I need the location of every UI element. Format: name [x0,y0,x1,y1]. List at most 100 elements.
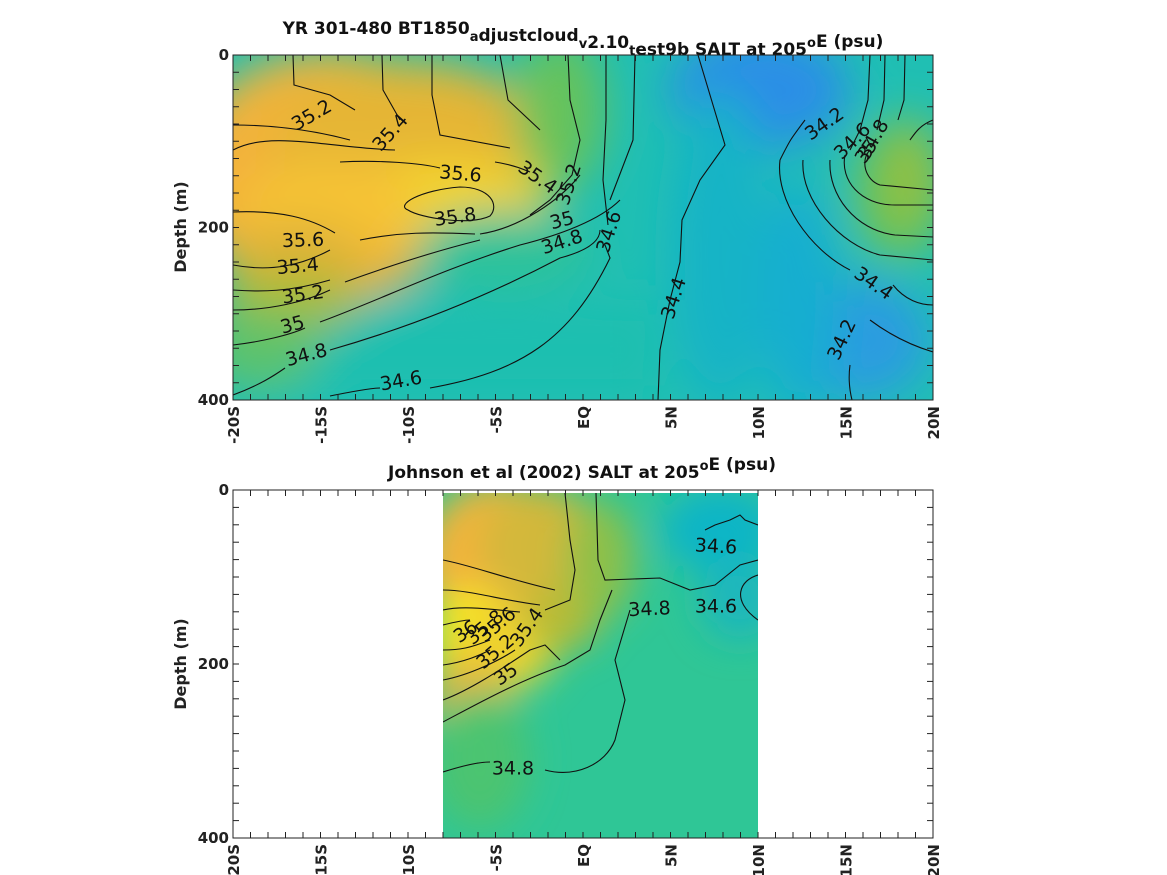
contour-line [429,244,611,389]
contour-line [329,229,601,351]
contour-line [704,514,758,531]
contour-line [443,607,521,613]
model-contour-lines [233,55,933,400]
contour-line [443,649,516,681]
contour-line [779,119,806,161]
contour-line [443,589,541,606]
contour-line [602,55,609,226]
contour-line [544,609,631,773]
contour-line [233,211,336,234]
x-tick-label: 10N [750,844,768,875]
model-y-axis-label: Depth (m) [171,181,190,273]
observed-contour-lines [443,493,758,773]
y-tick-label: 0 [219,481,229,499]
contour-line [233,124,351,141]
contour-line [869,319,933,353]
x-tick-label: -10S [400,844,418,875]
contour-label: 34.8 [628,597,671,621]
contour-line [657,55,726,400]
contour-line [595,493,758,591]
y-tick-label: 400 [198,391,229,409]
y-tick-label: 200 [198,655,229,673]
contour-line [479,174,581,235]
contour-line [233,249,331,269]
contour-label: 34.8 [492,757,534,779]
x-tick-label: 5N [663,844,681,867]
x-tick-label: 20N [925,406,943,439]
contour-line [864,149,933,191]
observed-chart-title: Johnson et al (2002) SALT at 205oE (psu) [387,455,776,483]
contour-label: 35.4 [276,254,320,280]
observed-salinity-panel: Johnson et al (2002) SALT at 205oE (psu) [171,455,943,875]
x-tick-label: -10S [400,406,418,444]
contour-line [443,761,491,773]
model-salinity-field [233,55,933,400]
contour-line [404,186,495,222]
x-tick-label: -20S [225,844,243,875]
y-tick-label: 200 [198,219,229,237]
contour-line [544,493,576,611]
contour-line [609,55,636,201]
observed-salinity-field [443,493,758,838]
contour-line [233,327,306,346]
model-axes: -20S -15S -10S -5S EQ 5N 10N 15N 20N 0 200 400 [198,46,943,444]
contour-line [802,159,933,261]
contour-line [778,159,851,271]
contour-line [443,639,491,651]
contour-line [892,284,933,306]
x-tick-label: -20S [225,406,243,444]
y-tick-label: 400 [198,829,229,847]
x-tick-label: -5S [488,844,506,871]
contour-line [849,55,871,151]
x-tick-label: 15N [838,406,856,439]
contour-label: 35.6 [281,229,324,252]
contour-line [329,387,381,397]
contour-line [443,619,471,626]
model-salinity-panel: YR 301-480 BT1850adjustcloudv2.10test9b … [171,19,943,444]
contour-line [319,199,621,323]
contour-line [233,279,331,292]
contour-line [529,55,581,216]
x-tick-label: -15S [313,844,331,875]
contour-label: 35.6 [438,161,482,187]
contour-line [359,232,476,241]
contour-line [829,159,933,238]
y-tick-label: 0 [219,46,229,64]
observed-axes: -20S -15S -10S -5S EQ 5N 10N 15N 20N 0 200 400 [198,481,943,875]
x-tick-label: EQ [575,406,593,429]
x-tick-label: 20N [925,844,943,875]
contour-line [443,589,613,723]
contour-line [494,161,531,173]
contour-line [292,55,356,111]
contour-line [233,367,286,396]
contour-label: 34.6 [694,534,737,558]
contour-line [381,55,401,121]
contour-line [344,239,481,283]
contour-line [848,364,853,400]
contour-line [233,140,396,151]
x-tick-label: 10N [750,406,768,439]
contour-line [443,649,491,666]
x-tick-label: 5N [663,406,681,429]
contour-line [339,160,441,169]
contour-line [233,289,331,311]
contour-line [740,574,758,621]
contour-line [909,119,933,141]
contour-label: 34.6 [695,596,737,618]
model-chart-title: YR 301-480 BT1850adjustcloudv2.10test9b … [282,19,884,60]
x-tick-label: -5S [488,406,506,433]
contour-line [431,55,511,149]
x-tick-label: -15S [313,406,331,444]
contour-line [843,154,933,206]
x-tick-label: 15N [838,844,856,875]
contour-line [443,559,556,591]
contour-line [499,55,541,131]
contour-line [876,55,886,131]
contour-line [897,55,906,121]
contour-line [443,644,561,701]
x-tick-label: EQ [575,844,593,867]
observed-y-axis-label: Depth (m) [171,618,190,710]
